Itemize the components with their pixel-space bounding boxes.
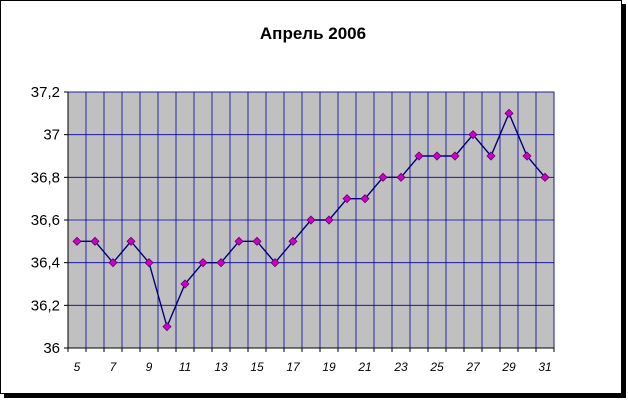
data-point (522, 151, 532, 161)
data-point (270, 258, 280, 268)
data-point (396, 172, 406, 182)
data-point (216, 258, 226, 268)
x-tick-label: 13 (214, 360, 228, 374)
x-tick-label: 17 (286, 360, 301, 374)
x-tick-label: 25 (429, 360, 444, 374)
data-point (306, 215, 316, 225)
x-tick-label: 9 (146, 360, 153, 374)
x-tick-label: 7 (110, 360, 118, 374)
x-tick-label: 29 (501, 360, 516, 374)
data-point (252, 236, 262, 246)
data-point (72, 236, 82, 246)
data-point (198, 258, 208, 268)
series-temperature (72, 108, 550, 332)
y-tick-label: 36,2 (31, 297, 60, 314)
data-point (234, 236, 244, 246)
x-tick-label: 23 (393, 360, 408, 374)
data-point (504, 108, 514, 118)
data-point (324, 215, 334, 225)
data-point (378, 172, 388, 182)
x-tick-label: 21 (357, 360, 371, 374)
x-axis-ticks: 5 7 9 11 13 15 17 19 21 23 25 27 29 31 (67, 348, 555, 374)
data-point (90, 236, 100, 246)
y-tick-label: 36,8 (31, 169, 60, 186)
data-point (486, 151, 496, 161)
x-tick-label: 11 (179, 360, 191, 374)
data-point (162, 322, 172, 332)
x-tick-label: 31 (538, 360, 551, 374)
y-tick-label: 36,4 (31, 255, 60, 272)
y-tick-label: 37 (43, 127, 60, 144)
data-point (288, 236, 298, 246)
y-tick-label: 36 (43, 340, 60, 357)
x-tick-label: 15 (250, 360, 264, 374)
x-tick-label: 19 (322, 360, 336, 374)
chart-title: Апрель 2006 (260, 24, 366, 43)
data-point (144, 258, 154, 268)
data-point (360, 194, 370, 204)
y-axis-ticks: 36 36,2 36,4 36,6 36,8 37 37,2 (31, 84, 68, 357)
data-point (432, 151, 442, 161)
data-point (450, 151, 460, 161)
data-point (540, 172, 550, 182)
data-point (180, 279, 190, 289)
data-point (126, 236, 136, 246)
y-tick-label: 37,2 (31, 84, 60, 101)
data-point (342, 194, 352, 204)
y-tick-label: 36,6 (31, 212, 60, 229)
data-point (108, 258, 118, 268)
x-tick-label: 27 (465, 360, 481, 374)
data-point (468, 130, 478, 140)
data-point (414, 151, 424, 161)
x-tick-label: 5 (74, 360, 81, 374)
